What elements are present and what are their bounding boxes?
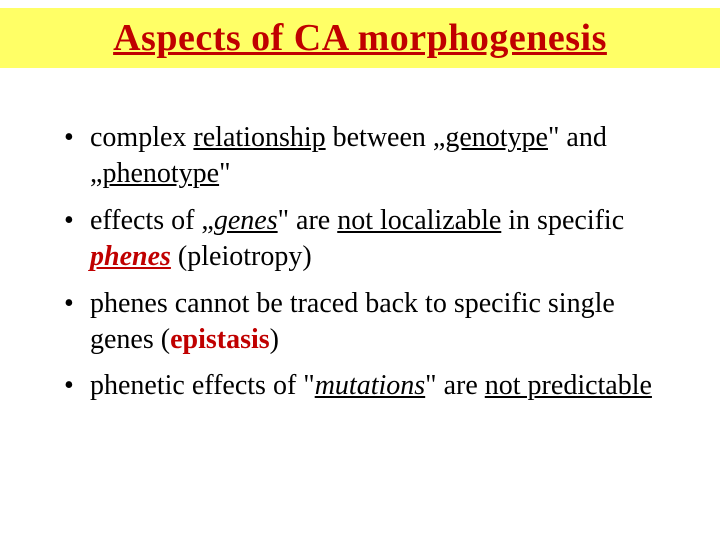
bullet-item: complex relationship between „genotype" … — [60, 120, 660, 193]
text-italic-underlined: mutations — [315, 370, 425, 401]
text: between „ — [326, 122, 446, 153]
text: " — [219, 158, 230, 189]
text: phenes cannot be traced back to specific… — [90, 288, 615, 355]
text-underlined: relationship — [193, 122, 325, 153]
slide-title: Aspects of CA morphogenesis — [113, 16, 607, 60]
text: (pleiotropy) — [171, 241, 312, 272]
bullet-item: effects of „genes" are not localizable i… — [60, 203, 660, 276]
slide: Aspects of CA morphogenesis complex rela… — [0, 0, 720, 540]
bullet-item: phenes cannot be traced back to specific… — [60, 286, 660, 359]
text-underlined: not predictable — [485, 370, 652, 401]
text-phenes: phenes — [90, 241, 171, 272]
text-epistasis: epistasis — [170, 324, 270, 355]
text: in specific — [501, 205, 624, 236]
text: " are — [425, 370, 485, 401]
title-band: Aspects of CA morphogenesis — [0, 8, 720, 68]
bullet-item: phenetic effects of "mutations" are not … — [60, 368, 660, 404]
text: ) — [270, 324, 279, 355]
text-underlined: phenotype — [102, 158, 219, 189]
text-italic-underlined: genes — [214, 205, 278, 236]
text: complex — [90, 122, 193, 153]
bullet-list: complex relationship between „genotype " … — [60, 120, 660, 405]
text: effects of „ — [90, 205, 214, 236]
text: phenetic effects of " — [90, 370, 315, 401]
text-underlined: not localizable — [337, 205, 501, 236]
text: " are — [278, 205, 338, 236]
body-area: complex relationship between „genotype " … — [60, 120, 660, 415]
text-underlined: genotype — [445, 122, 548, 153]
